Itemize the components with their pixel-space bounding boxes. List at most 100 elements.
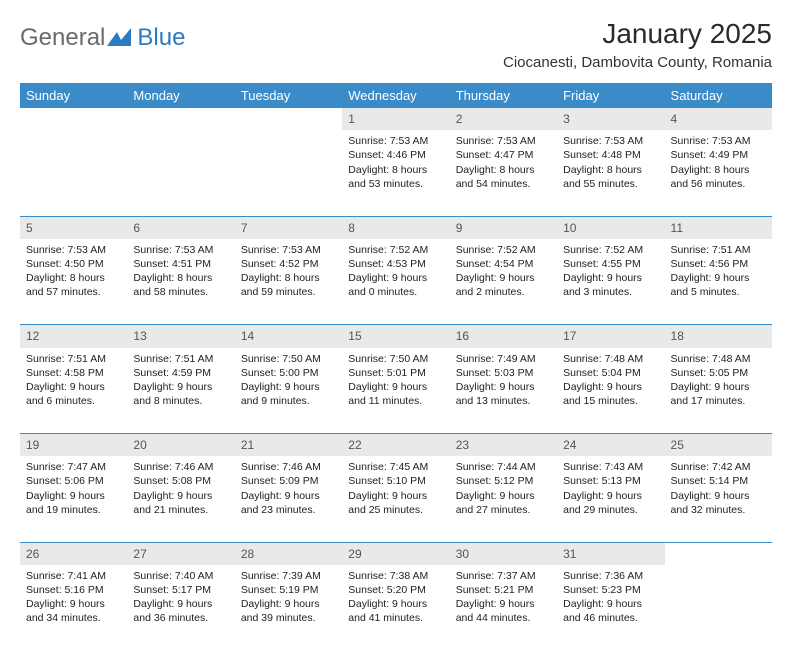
sunset-label: Sunset: <box>348 584 384 596</box>
daylight-line: Daylight: 8 hours and 57 minutes. <box>26 271 121 299</box>
weekday-header: Thursday <box>450 83 557 108</box>
sunset-value: 5:05 PM <box>709 367 748 379</box>
sunset-line: Sunset: 5:05 PM <box>671 366 766 380</box>
sunset-line: Sunset: 4:50 PM <box>26 257 121 271</box>
sunrise-value: 7:43 AM <box>605 461 644 473</box>
day-number-cell: 15 <box>342 325 449 347</box>
day-detail-cell: Sunrise: 7:50 AMSunset: 5:01 PMDaylight:… <box>342 348 449 434</box>
sunset-label: Sunset: <box>563 149 599 161</box>
day-detail-row: Sunrise: 7:53 AMSunset: 4:50 PMDaylight:… <box>20 239 772 325</box>
sunrise-value: 7:48 AM <box>605 353 644 365</box>
day-number-cell: 8 <box>342 217 449 239</box>
sunrise-label: Sunrise: <box>563 135 602 147</box>
sunset-value: 5:06 PM <box>65 475 104 487</box>
logo-text-general: General <box>20 24 105 52</box>
daylight-line: Daylight: 9 hours and 6 minutes. <box>26 380 121 408</box>
daylight-label: Daylight: <box>671 164 712 176</box>
sunrise-value: 7:46 AM <box>282 461 321 473</box>
weekday-header-row: SundayMondayTuesdayWednesdayThursdayFrid… <box>20 83 772 108</box>
daylight-line: Daylight: 9 hours and 21 minutes. <box>133 489 228 517</box>
sunset-label: Sunset: <box>133 475 169 487</box>
logo-text-blue: Blue <box>137 24 185 52</box>
day-number-cell: 21 <box>235 434 342 456</box>
sunrise-label: Sunrise: <box>348 461 387 473</box>
sunset-value: 5:03 PM <box>494 367 533 379</box>
day-number-cell: 28 <box>235 543 342 565</box>
sunrise-line: Sunrise: 7:46 AM <box>133 460 228 474</box>
sunset-value: 4:54 PM <box>494 258 533 270</box>
sunrise-value: 7:40 AM <box>175 570 214 582</box>
sunrise-label: Sunrise: <box>133 353 172 365</box>
sunrise-label: Sunrise: <box>348 244 387 256</box>
daylight-label: Daylight: <box>26 272 67 284</box>
daylight-line: Daylight: 8 hours and 55 minutes. <box>563 163 658 191</box>
day-detail-cell: Sunrise: 7:48 AMSunset: 5:05 PMDaylight:… <box>665 348 772 434</box>
sunset-value: 4:46 PM <box>387 149 426 161</box>
sunset-line: Sunset: 4:51 PM <box>133 257 228 271</box>
daylight-label: Daylight: <box>563 164 604 176</box>
sunset-label: Sunset: <box>26 584 62 596</box>
sunrise-value: 7:53 AM <box>390 135 429 147</box>
daylight-line: Daylight: 8 hours and 54 minutes. <box>456 163 551 191</box>
day-detail-cell: Sunrise: 7:53 AMSunset: 4:51 PMDaylight:… <box>127 239 234 325</box>
sunrise-line: Sunrise: 7:52 AM <box>456 243 551 257</box>
sunset-line: Sunset: 4:53 PM <box>348 257 443 271</box>
sunrise-label: Sunrise: <box>348 353 387 365</box>
day-number-cell: 2 <box>450 108 557 130</box>
day-detail-cell: Sunrise: 7:51 AMSunset: 4:59 PMDaylight:… <box>127 348 234 434</box>
daylight-line: Daylight: 9 hours and 46 minutes. <box>563 597 658 625</box>
day-detail-cell: Sunrise: 7:45 AMSunset: 5:10 PMDaylight:… <box>342 456 449 542</box>
day-detail-cell: Sunrise: 7:53 AMSunset: 4:48 PMDaylight:… <box>557 130 664 216</box>
day-detail-cell: Sunrise: 7:53 AMSunset: 4:52 PMDaylight:… <box>235 239 342 325</box>
sunset-value: 5:19 PM <box>279 584 318 596</box>
day-number-cell <box>665 543 772 565</box>
weekday-header: Saturday <box>665 83 772 108</box>
sunset-value: 4:58 PM <box>65 367 104 379</box>
day-number-cell: 3 <box>557 108 664 130</box>
day-number-row: 262728293031 <box>20 543 772 565</box>
sunrise-value: 7:49 AM <box>497 353 536 365</box>
sunset-line: Sunset: 5:16 PM <box>26 583 121 597</box>
sunset-line: Sunset: 4:47 PM <box>456 148 551 162</box>
daylight-line: Daylight: 9 hours and 34 minutes. <box>26 597 121 625</box>
sunset-line: Sunset: 4:48 PM <box>563 148 658 162</box>
weekday-header: Monday <box>127 83 234 108</box>
sunset-label: Sunset: <box>456 258 492 270</box>
day-number-cell: 20 <box>127 434 234 456</box>
sunrise-label: Sunrise: <box>563 353 602 365</box>
sunrise-line: Sunrise: 7:41 AM <box>26 569 121 583</box>
day-number-cell <box>235 108 342 130</box>
day-detail-cell: Sunrise: 7:52 AMSunset: 4:53 PMDaylight:… <box>342 239 449 325</box>
sunset-label: Sunset: <box>671 258 707 270</box>
day-detail-cell: Sunrise: 7:39 AMSunset: 5:19 PMDaylight:… <box>235 565 342 651</box>
sunset-label: Sunset: <box>563 367 599 379</box>
sunset-line: Sunset: 5:19 PM <box>241 583 336 597</box>
daylight-label: Daylight: <box>563 381 604 393</box>
daylight-label: Daylight: <box>241 598 282 610</box>
day-number-cell: 19 <box>20 434 127 456</box>
daylight-label: Daylight: <box>671 490 712 502</box>
daylight-label: Daylight: <box>456 490 497 502</box>
sunset-value: 4:53 PM <box>387 258 426 270</box>
sunrise-line: Sunrise: 7:48 AM <box>563 352 658 366</box>
sunrise-label: Sunrise: <box>241 353 280 365</box>
day-detail-cell: Sunrise: 7:53 AMSunset: 4:46 PMDaylight:… <box>342 130 449 216</box>
sunrise-line: Sunrise: 7:48 AM <box>671 352 766 366</box>
sunrise-line: Sunrise: 7:51 AM <box>133 352 228 366</box>
sunrise-label: Sunrise: <box>241 244 280 256</box>
daylight-label: Daylight: <box>26 598 67 610</box>
sunset-line: Sunset: 4:56 PM <box>671 257 766 271</box>
sunrise-value: 7:52 AM <box>497 244 536 256</box>
daylight-label: Daylight: <box>348 598 389 610</box>
sunset-value: 5:12 PM <box>494 475 533 487</box>
sunrise-label: Sunrise: <box>671 353 710 365</box>
sunset-line: Sunset: 5:17 PM <box>133 583 228 597</box>
day-number-cell: 27 <box>127 543 234 565</box>
day-number-cell: 10 <box>557 217 664 239</box>
day-number-cell: 26 <box>20 543 127 565</box>
daylight-label: Daylight: <box>563 598 604 610</box>
day-detail-cell: Sunrise: 7:44 AMSunset: 5:12 PMDaylight:… <box>450 456 557 542</box>
day-detail-cell <box>20 130 127 216</box>
daylight-label: Daylight: <box>133 490 174 502</box>
day-number-cell <box>20 108 127 130</box>
